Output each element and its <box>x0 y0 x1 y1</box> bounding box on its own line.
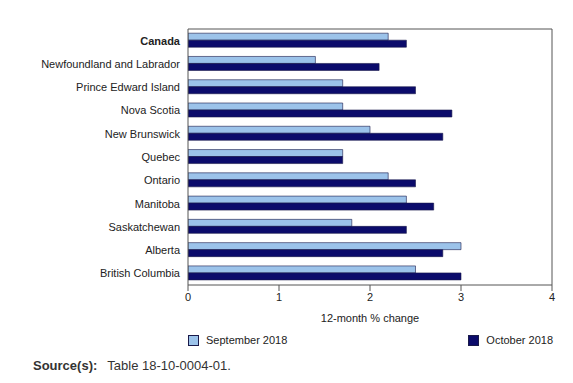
svg-text:Ontario: Ontario <box>144 174 180 186</box>
html-text:Source(s):: Source(s): <box>33 358 98 373</box>
svg-text:0: 0 <box>185 291 191 303</box>
html-text:October 2018: October 2018 <box>486 334 553 346</box>
svg-text:12-month % change: 12-month % change <box>321 312 419 324</box>
svg-text:Newfoundland and Labrador: Newfoundland and Labrador <box>41 58 180 70</box>
svg-text:British Columbia: British Columbia <box>100 267 181 279</box>
html-text:Table 18-10-0004-01.: Table 18-10-0004-01. <box>107 358 231 373</box>
svg-text:Alberta: Alberta <box>145 244 181 256</box>
svg-text:New Brunswick: New Brunswick <box>105 128 181 140</box>
svg-text:4: 4 <box>549 291 555 303</box>
html-text:September 2018: September 2018 <box>206 334 288 346</box>
svg-text:Saskatchewan: Saskatchewan <box>108 221 180 233</box>
svg-text:Manitoba: Manitoba <box>135 198 181 210</box>
svg-text:Canada: Canada <box>140 35 181 47</box>
svg-text:1: 1 <box>276 291 282 303</box>
svg-text:Prince Edward Island: Prince Edward Island <box>76 81 180 93</box>
svg-text:3: 3 <box>458 291 464 303</box>
svg-text:2: 2 <box>367 291 373 303</box>
svg-text:Nova Scotia: Nova Scotia <box>121 104 181 116</box>
svg-text:Quebec: Quebec <box>141 151 180 163</box>
